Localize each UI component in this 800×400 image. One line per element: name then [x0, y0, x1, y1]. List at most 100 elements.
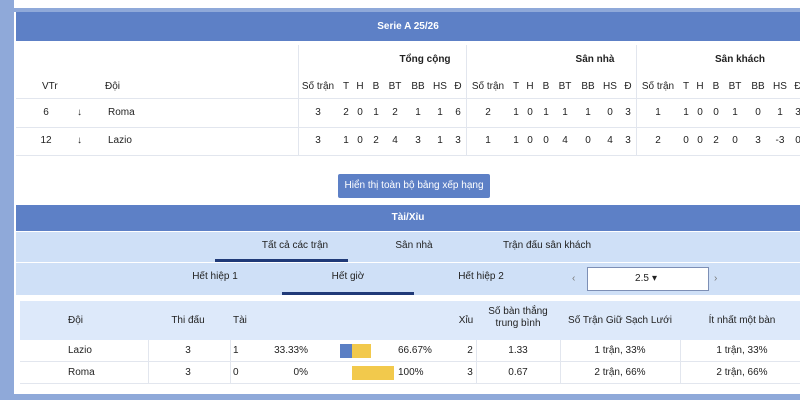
col-header: Số bàn thắng trung bình: [488, 306, 548, 329]
stat-cell: 3: [795, 107, 800, 118]
sub-col-header: BT: [388, 81, 402, 92]
sub-col-header: HS: [603, 81, 617, 92]
divider: [16, 127, 800, 128]
sub-col-header: T: [342, 81, 350, 92]
stat-cell: 1: [373, 107, 379, 118]
stat-cell: 0: [713, 107, 719, 118]
prev-arrow[interactable]: ‹: [572, 273, 576, 284]
col-header: Đội: [105, 81, 121, 92]
period-tab: Hết hiệp 1: [192, 271, 238, 282]
stat-cell: 0: [795, 135, 800, 146]
under-bar: [352, 366, 394, 380]
divider: [16, 155, 800, 156]
col-header: Xỉu: [458, 315, 474, 326]
button-label: Hiển thị toàn bộ bảng xếp hạng: [344, 180, 484, 191]
trend-icon: ↓: [77, 107, 82, 118]
stat-cell: 1: [437, 135, 443, 146]
group-separator: [466, 45, 467, 155]
line-select[interactable]: [587, 267, 709, 291]
stat-cell: 2: [392, 107, 398, 118]
stat-cell: 0: [697, 135, 703, 146]
col-header: VTr: [42, 81, 58, 92]
sub-col-header: Đ: [454, 81, 462, 92]
cell: 0.67: [508, 367, 528, 378]
stat-cell: 0: [527, 107, 533, 118]
col-separator: [476, 340, 477, 383]
stat-cell: 3: [755, 135, 761, 146]
cell: 3: [185, 345, 191, 356]
stat-cell: 3: [315, 135, 321, 146]
col-header: Tài: [233, 315, 247, 326]
group-header: Sân khách: [714, 54, 766, 65]
stat-cell: 0: [697, 107, 703, 118]
stat-cell: 1: [585, 107, 591, 118]
line-value: 2.5: [635, 273, 649, 284]
sub-col-header: T: [682, 81, 690, 92]
col-header: Số Trận Giữ Sạch Lưới: [568, 315, 672, 326]
stat-cell: 1: [732, 107, 738, 118]
tab-underline: [215, 259, 348, 262]
sub-col-header: Số trận: [471, 81, 505, 92]
cell: 1.33: [508, 345, 528, 356]
col-separator: [230, 340, 231, 383]
sub-col-header: B: [712, 81, 720, 92]
group-header: Tổng cộng: [399, 54, 451, 65]
ou-title: Tài/Xỉu: [391, 212, 425, 223]
standings-header: [16, 12, 800, 41]
stat-cell: -3: [775, 135, 785, 146]
stat-cell: 4: [607, 135, 613, 146]
trend-icon: ↓: [77, 135, 82, 146]
sub-col-header: H: [696, 81, 704, 92]
over-bar: [340, 344, 352, 358]
stat-cell: 1: [415, 107, 421, 118]
stat-cell: 1: [513, 135, 519, 146]
stat-cell: 0: [732, 135, 738, 146]
ou-header: [16, 205, 800, 231]
sub-col-header: Đ: [794, 81, 800, 92]
tab: Tất cả các trận: [261, 240, 329, 251]
stat-cell: 4: [562, 135, 568, 146]
standings-title: Serie A 25/26: [377, 21, 439, 32]
stat-cell: 3: [315, 107, 321, 118]
cell: 3: [467, 367, 473, 378]
cell: 0%: [293, 367, 308, 378]
sub-col-header: Số trận: [641, 81, 675, 92]
group-separator: [636, 45, 637, 155]
stat-cell: 1: [562, 107, 568, 118]
top-panel: [14, 0, 800, 8]
sub-col-header: BT: [558, 81, 572, 92]
period-tab: Hết giờ: [331, 271, 365, 282]
col-header: Đội: [68, 315, 84, 326]
sub-col-header: BB: [411, 81, 425, 92]
show-all-button[interactable]: [338, 174, 490, 198]
ou-table-head: [20, 301, 800, 340]
stat-cell: 2: [373, 135, 379, 146]
sub-col-header: BT: [728, 81, 742, 92]
sub-col-header: H: [526, 81, 534, 92]
stat-cell: 0: [357, 107, 363, 118]
stat-cell: 0: [543, 135, 549, 146]
under-bar: [352, 344, 371, 358]
cell: 0: [233, 367, 239, 378]
team-name: Lazio: [108, 135, 132, 146]
stat-cell: 2: [343, 107, 349, 118]
stat-cell: 0: [607, 107, 613, 118]
group-separator: [298, 45, 299, 155]
divider: [16, 98, 800, 99]
next-arrow[interactable]: ›: [714, 273, 718, 284]
group-header: Sân nhà: [575, 54, 615, 65]
stat-cell: 1: [485, 135, 491, 146]
caret: ▾: [652, 273, 658, 284]
sub-col-header: B: [372, 81, 380, 92]
period-underline: [282, 292, 414, 295]
cell: 100%: [398, 367, 424, 378]
team-name: Lazio: [68, 345, 92, 356]
sub-col-header: BB: [581, 81, 595, 92]
cell: 33.33%: [274, 345, 308, 356]
cell: 66.67%: [398, 345, 432, 356]
stat-cell: 3: [625, 107, 631, 118]
rank: 12: [40, 135, 52, 146]
stat-cell: 2: [655, 135, 661, 146]
sub-col-header: Số trận: [301, 81, 335, 92]
